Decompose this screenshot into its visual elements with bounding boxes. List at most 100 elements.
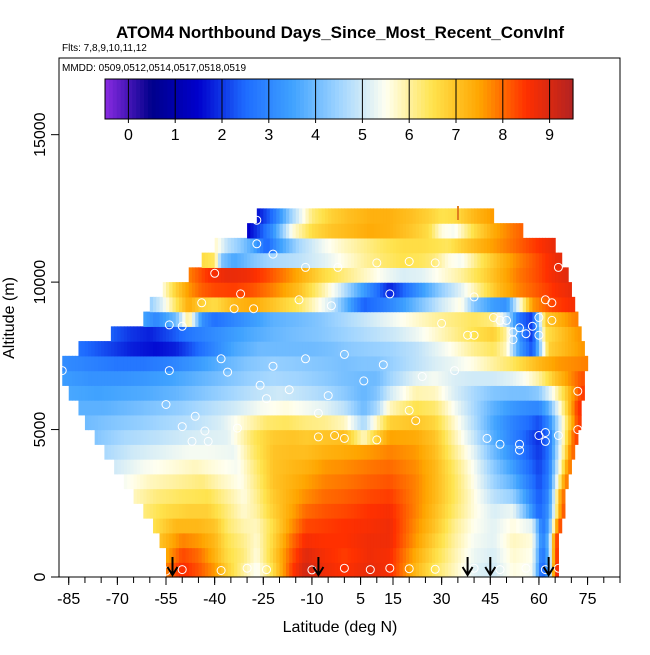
heatmap-cell: [227, 282, 232, 298]
heatmap-cell: [451, 326, 456, 342]
heatmap-cell: [418, 252, 423, 268]
heatmap-cell: [344, 282, 349, 298]
heatmap-cell: [311, 547, 316, 563]
heatmap-cell: [269, 459, 274, 475]
heatmap-cell: [162, 326, 167, 342]
heatmap-cell: [298, 562, 303, 578]
heatmap-cell: [269, 473, 274, 490]
heatmap-cell: [214, 400, 219, 416]
heatmap-cell: [298, 311, 303, 327]
heatmap-cell: [214, 311, 219, 327]
heatmap-cell: [383, 547, 388, 563]
heatmap-cell: [474, 532, 478, 549]
heatmap-cell: [269, 326, 274, 342]
heatmap-cell: [454, 547, 459, 563]
heatmap-cell: [409, 547, 414, 563]
colorbar-swatch: [175, 79, 180, 119]
heatmap-cell: [512, 562, 517, 578]
heatmap-cell: [253, 503, 258, 519]
heatmap-cell: [512, 518, 517, 534]
heatmap-cell: [250, 414, 255, 431]
heatmap-cell: [376, 311, 381, 327]
heatmap-cell: [409, 459, 414, 475]
heatmap-cell: [227, 473, 232, 490]
heatmap-cell: [451, 503, 456, 519]
heatmap-cell: [483, 311, 488, 327]
heatmap-cell: [480, 282, 485, 298]
heatmap-cell: [470, 341, 475, 357]
heatmap-cell: [279, 355, 284, 372]
heatmap-cell: [328, 518, 332, 534]
heatmap-cell: [282, 518, 287, 534]
heatmap-cell: [525, 296, 530, 313]
heatmap-cell: [224, 296, 229, 313]
heatmap-cell: [551, 370, 556, 386]
heatmap-cell: [321, 311, 326, 327]
heatmap-cell: [289, 223, 294, 239]
heatmap-cell: [175, 547, 180, 563]
heatmap-cell: [253, 370, 258, 386]
colorbar-swatch: [257, 79, 262, 119]
heatmap-cell: [483, 282, 488, 298]
heatmap-cell: [331, 326, 336, 342]
heatmap-cell: [269, 223, 274, 239]
heatmap-cell: [263, 444, 268, 460]
heatmap-cell: [474, 326, 478, 342]
heatmap-cell: [182, 429, 187, 445]
heatmap-cell: [341, 208, 345, 224]
heatmap-cell: [503, 282, 508, 298]
heatmap-cell: [289, 355, 294, 372]
heatmap-cell: [568, 370, 572, 386]
heatmap-cell: [376, 562, 381, 578]
heatmap-cell: [169, 503, 174, 519]
heatmap-cell: [91, 385, 96, 401]
heatmap-cell: [500, 414, 504, 431]
heatmap-cell: [431, 208, 436, 224]
heatmap-cell: [234, 459, 238, 475]
heatmap-cell: [512, 503, 517, 519]
heatmap-cell: [370, 518, 375, 534]
heatmap-cell: [490, 385, 495, 401]
colorbar-swatch: [307, 79, 313, 119]
heatmap-cell: [230, 252, 235, 268]
heatmap-cell: [512, 296, 517, 313]
heatmap-cell: [506, 400, 511, 416]
heatmap-cell: [412, 532, 417, 549]
heatmap-cell: [224, 459, 229, 475]
heatmap-cell: [457, 385, 462, 401]
heatmap-cell: [448, 400, 452, 416]
heatmap-cell: [529, 532, 534, 549]
heatmap-cell: [470, 208, 475, 224]
heatmap-cell: [418, 223, 423, 239]
heatmap-cell: [298, 341, 303, 357]
flights-label: Flts: 7,8,9,10,11,12: [62, 43, 147, 54]
heatmap-cell: [331, 562, 336, 578]
heatmap-cell: [321, 518, 326, 534]
heatmap-cell: [483, 252, 488, 268]
colorbar-swatch: [342, 79, 348, 119]
heatmap-cell: [431, 267, 436, 283]
heatmap-cell: [221, 459, 225, 475]
heatmap-cell: [146, 444, 151, 460]
heatmap-cell: [360, 282, 365, 298]
heatmap-cell: [273, 267, 277, 283]
heatmap-cell: [574, 370, 579, 386]
heatmap-cell: [474, 282, 478, 298]
heatmap-cell: [538, 385, 543, 401]
heatmap-cell: [380, 532, 384, 549]
heatmap-cell: [211, 429, 216, 445]
heatmap-cell: [367, 503, 371, 519]
heatmap-cell: [276, 208, 281, 224]
heatmap-cell: [551, 267, 556, 283]
heatmap-cell: [415, 282, 420, 298]
heatmap-cell: [159, 385, 164, 401]
heatmap-cell: [110, 444, 115, 460]
heatmap-cell: [483, 223, 488, 239]
heatmap-cell: [123, 400, 128, 416]
heatmap-cell: [409, 503, 414, 519]
heatmap-cell: [532, 444, 537, 460]
heatmap-cell: [529, 355, 534, 372]
heatmap-cell: [448, 326, 452, 342]
heatmap-cell: [175, 488, 180, 504]
heatmap-cell: [367, 282, 371, 298]
